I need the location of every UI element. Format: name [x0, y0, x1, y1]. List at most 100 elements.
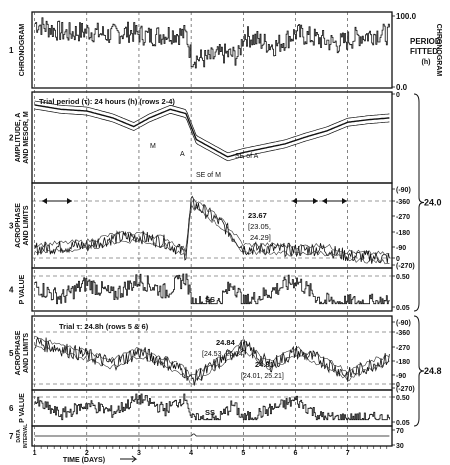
- limit-arrows: [42, 198, 347, 204]
- row-label: AND LIMITS: [23, 205, 30, 245]
- x-axis-label: TIME (DAYS): [63, 457, 105, 464]
- series-line-row-7: [34, 433, 390, 437]
- series-line-row-1: [34, 17, 390, 69]
- panel-frames: [31, 11, 393, 447]
- tick-label: -270: [396, 345, 410, 352]
- x-tick-label: 2: [85, 450, 89, 457]
- row-label: AMPLITUDE, A: [15, 113, 22, 163]
- panel-frame-4: [31, 267, 393, 312]
- annotation-se-m: SE of M: [196, 172, 221, 179]
- annotation-se-a: SE of A: [235, 153, 259, 160]
- panel-frame-1: [31, 11, 393, 89]
- series-limit-row-5: [34, 345, 390, 385]
- series-se-upper-row-2: [34, 100, 390, 154]
- row-label: DATA: [16, 429, 22, 443]
- trial-tau-annotation: Trial τ: 24.8h (rows 5 & 6): [59, 322, 149, 331]
- tick-label: 0.50: [396, 274, 410, 281]
- tick-label: -360: [396, 330, 410, 337]
- limit-arrow-head: [67, 198, 72, 204]
- tick-label: 0.05: [396, 420, 410, 427]
- group-label: 24.0: [424, 198, 442, 208]
- series-limit-row-3: [34, 204, 390, 265]
- x-tick-label: 4: [189, 450, 193, 457]
- row-label: CHRONOGRAM: [19, 24, 26, 77]
- series-limit-row-5: [34, 335, 390, 377]
- row-label: ACROPHASE: [15, 203, 22, 248]
- x-tick-label: 7: [346, 450, 350, 457]
- trial-period-annotation: Trial period (τ): 24 hours (h) (rows 2-4…: [39, 97, 175, 106]
- tick-label: 0.0: [396, 83, 408, 92]
- tick-label: 0: [396, 92, 400, 99]
- tick-label: 30: [396, 443, 404, 450]
- row-label: P VALUE: [19, 393, 26, 423]
- row-label: ACROPHASE: [15, 330, 22, 375]
- series-limit-row-3: [34, 199, 390, 256]
- period-fitted-label: PERIOD: [410, 37, 441, 46]
- acrophase-limits: [24.01, 25.21]: [241, 373, 284, 380]
- row-label: AND MESOR, M: [23, 111, 30, 164]
- row-number: 7: [9, 432, 14, 441]
- tick-label: 100.0: [396, 12, 417, 21]
- limit-arrow-head: [322, 198, 327, 204]
- tick-label: 0: [396, 256, 400, 263]
- row-label: AND LIMITS: [23, 333, 30, 373]
- tick-label: -270: [396, 214, 410, 221]
- series-line-row-4: [34, 273, 390, 305]
- limit-arrow-head: [342, 198, 347, 204]
- panel-frame-7: [31, 425, 393, 447]
- acrophase-value: 23.67: [248, 211, 267, 220]
- period-fitted-label: FITTED: [410, 47, 438, 56]
- row-label: INTERVAL: [23, 424, 29, 449]
- tick-label: 0.05: [396, 305, 410, 312]
- row-number: 3: [9, 222, 14, 231]
- tick-label: (-90): [396, 320, 411, 327]
- x-axis-arrow: [120, 455, 138, 463]
- acrophase-value: 24.84: [216, 338, 236, 347]
- tick-label: (-90): [396, 187, 411, 194]
- tick-label: 70: [396, 428, 404, 435]
- series-line-row-6: [34, 393, 390, 421]
- tick-label: -180: [396, 359, 410, 366]
- group-brace: [413, 93, 425, 312]
- annotation-M: M: [150, 143, 156, 150]
- annotation-A: A: [180, 151, 185, 158]
- limit-arrow-head: [313, 198, 318, 204]
- tick-label: -360: [396, 199, 410, 206]
- acrophase-limits: [24.53, 25.14]: [202, 351, 245, 358]
- tick-label: 0.50: [396, 395, 410, 402]
- limit-arrow-head: [292, 198, 297, 204]
- limit-arrow-head: [42, 198, 47, 204]
- ss-annotation: SS: [205, 295, 215, 304]
- row-number: 6: [9, 404, 14, 413]
- dashed-reference-lines: [32, 200, 392, 398]
- series-layer: [34, 17, 390, 437]
- series-line-row-3: [34, 195, 390, 264]
- group-brace: [413, 315, 425, 427]
- row-number: 4: [9, 286, 14, 295]
- acrophase-limits: 24.29]: [250, 233, 271, 242]
- tick-label: -90: [396, 373, 406, 380]
- x-tick-label: 5: [241, 450, 245, 457]
- day-gridlines: [34, 12, 348, 446]
- x-tick-label: 1: [33, 450, 37, 457]
- ss-annotation: SS: [205, 408, 215, 417]
- x-tick-label: 6: [294, 450, 298, 457]
- chronogram-label: CHRONOGRAM: [435, 24, 442, 77]
- x-tick-label: 3: [137, 450, 141, 457]
- acrophase-value: 24.81: [255, 360, 274, 369]
- tick-label: (-270): [396, 386, 415, 393]
- tick-label: 0: [396, 382, 400, 389]
- row-number: 1: [9, 46, 14, 55]
- row-label: P VALUE: [19, 274, 26, 304]
- acrophase-limits: [23.05,: [248, 222, 271, 231]
- period-unit-label: (h): [422, 59, 431, 66]
- tick-label: (-270): [396, 263, 415, 270]
- row-number: 2: [9, 134, 14, 143]
- group-label: 24.8: [424, 366, 442, 376]
- series-line-row-2: [34, 104, 390, 158]
- tick-label: -180: [396, 230, 410, 237]
- row-number: 5: [9, 349, 14, 358]
- tick-label: -90: [396, 245, 406, 252]
